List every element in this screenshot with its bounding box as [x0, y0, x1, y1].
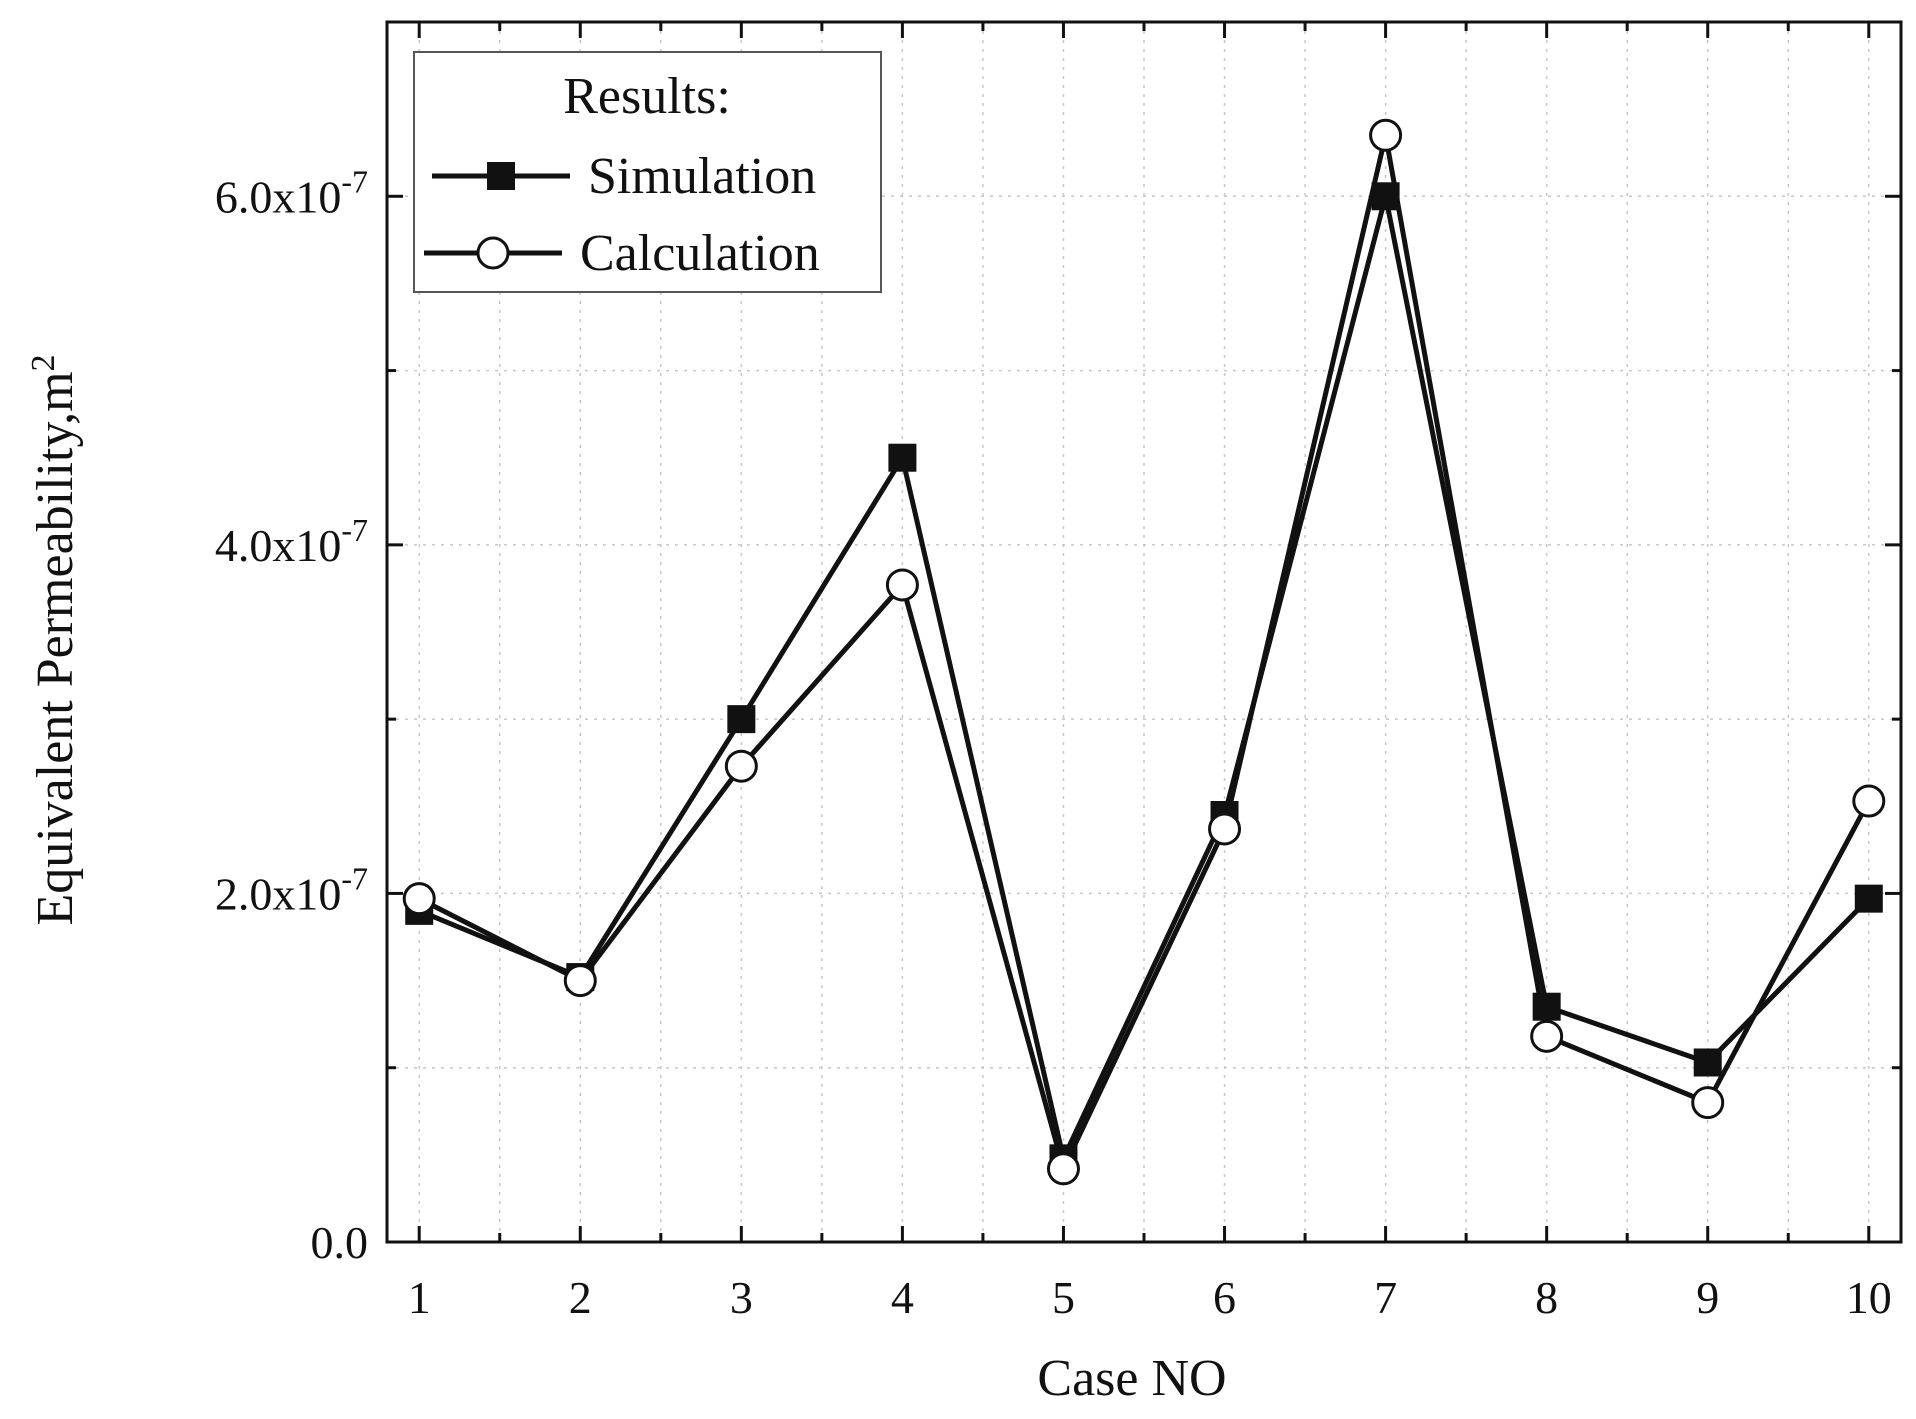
- series-layer: [402, 118, 1886, 1186]
- legend-title: Results:: [563, 68, 731, 125]
- y-tick-label-base-1: 2.0x10: [215, 868, 342, 919]
- y-axis-title-superscript: 2: [25, 354, 62, 371]
- point-simulation-4: [888, 443, 917, 472]
- point-calculation-4: [885, 568, 919, 602]
- legend-calculation-marker: [476, 236, 510, 270]
- point-calculation-3: [724, 749, 758, 783]
- legend-simulation-marker: [487, 162, 515, 190]
- point-calculation-6: [1208, 812, 1242, 846]
- point-calculation-10: [1852, 784, 1886, 818]
- x-tick-label-10: 10: [1846, 1272, 1892, 1323]
- y-tick-label-3: 6.0x10-7: [215, 163, 368, 222]
- axes-layer: 0.02.0x10-74.0x10-76.0x10-71 2 3 4 5 6 7 8 9 10: [215, 20, 1903, 1323]
- y-tick-label-exponent-2: -7: [341, 512, 368, 548]
- y-tick-label-base-0: 0.0: [311, 1217, 369, 1268]
- x-tick-label-9: 9: [1696, 1272, 1719, 1323]
- series-line-simulation: [418, 195, 1871, 1166]
- point-calculation-5: [1046, 1152, 1080, 1186]
- y-tick-label-1: 2.0x10-7: [215, 860, 368, 919]
- y-axis-title-text: Equivalent Permeability,m: [27, 371, 84, 925]
- point-calculation-1: [402, 882, 436, 916]
- series-line-calculation: [418, 134, 1871, 1176]
- y-tick-label-base-2: 4.0x10: [215, 520, 342, 571]
- x-tick-label-4: 4: [891, 1272, 914, 1323]
- point-simulation-10: [1854, 884, 1883, 913]
- x-tick-label-6: 6: [1213, 1272, 1236, 1323]
- legend-simulation-label: Simulation: [588, 148, 816, 205]
- x-tick-label-1: 1: [408, 1272, 431, 1323]
- point-calculation-2: [563, 964, 597, 998]
- x-tick-label-8: 8: [1535, 1272, 1558, 1323]
- point-simulation-8: [1532, 992, 1561, 1021]
- y-axis-title: Equivalent Permeability,m2: [25, 354, 84, 925]
- point-calculation-9: [1691, 1086, 1725, 1120]
- point-simulation-9: [1693, 1048, 1722, 1077]
- x-tick-label-2: 2: [569, 1272, 592, 1323]
- y-tick-label-0: 0.0: [311, 1217, 369, 1268]
- y-tick-label-base-3: 6.0x10: [215, 171, 342, 222]
- point-calculation-7: [1369, 118, 1403, 152]
- y-tick-label-2: 4.0x10-7: [215, 512, 368, 571]
- x-tick-label-7: 7: [1374, 1272, 1397, 1323]
- legend: Results: Simulation Calculation: [413, 51, 882, 293]
- y-tick-label-exponent-1: -7: [341, 860, 368, 896]
- x-axis-title: Case NO: [1037, 1350, 1226, 1407]
- point-calculation-8: [1530, 1019, 1564, 1053]
- point-simulation-7: [1371, 182, 1400, 211]
- x-tick-label-5: 5: [1052, 1272, 1075, 1323]
- y-tick-label-exponent-3: -7: [341, 163, 368, 199]
- legend-calculation-label: Calculation: [580, 225, 820, 282]
- point-simulation-3: [727, 705, 756, 734]
- x-tick-label-3: 3: [730, 1272, 753, 1323]
